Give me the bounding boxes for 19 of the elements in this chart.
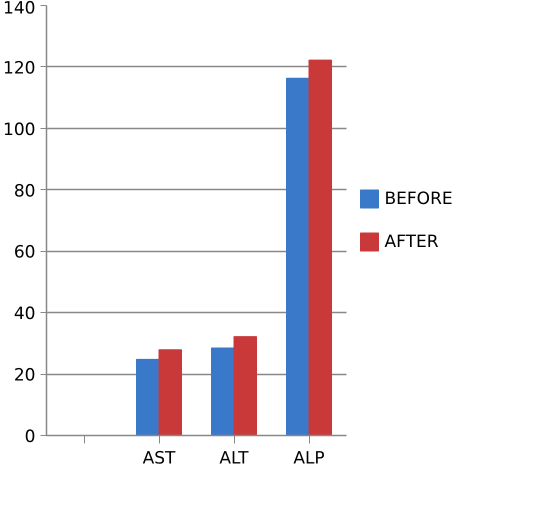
bar [286,78,310,436]
bar [308,60,332,436]
x-tick-label: ALT [219,448,250,468]
y-tick-label: 60 [14,242,36,263]
y-tick-label: 140 [3,0,36,18]
bar [211,347,234,436]
y-tick-label: 100 [3,120,36,140]
bar [136,358,160,436]
x-tick-label: ALP [293,448,325,468]
bar [234,336,257,436]
legend-label: AFTER [384,232,439,252]
y-tick-label: 80 [14,181,36,202]
y-tick-label: 120 [3,58,36,78]
y-tick-label: 40 [14,304,36,324]
y-tick-label: 0 [24,427,36,447]
bar [158,349,182,436]
x-tick-label: AST [142,448,176,468]
legend-label: BEFORE [384,189,453,209]
y-tick-label: 20 [14,366,36,386]
